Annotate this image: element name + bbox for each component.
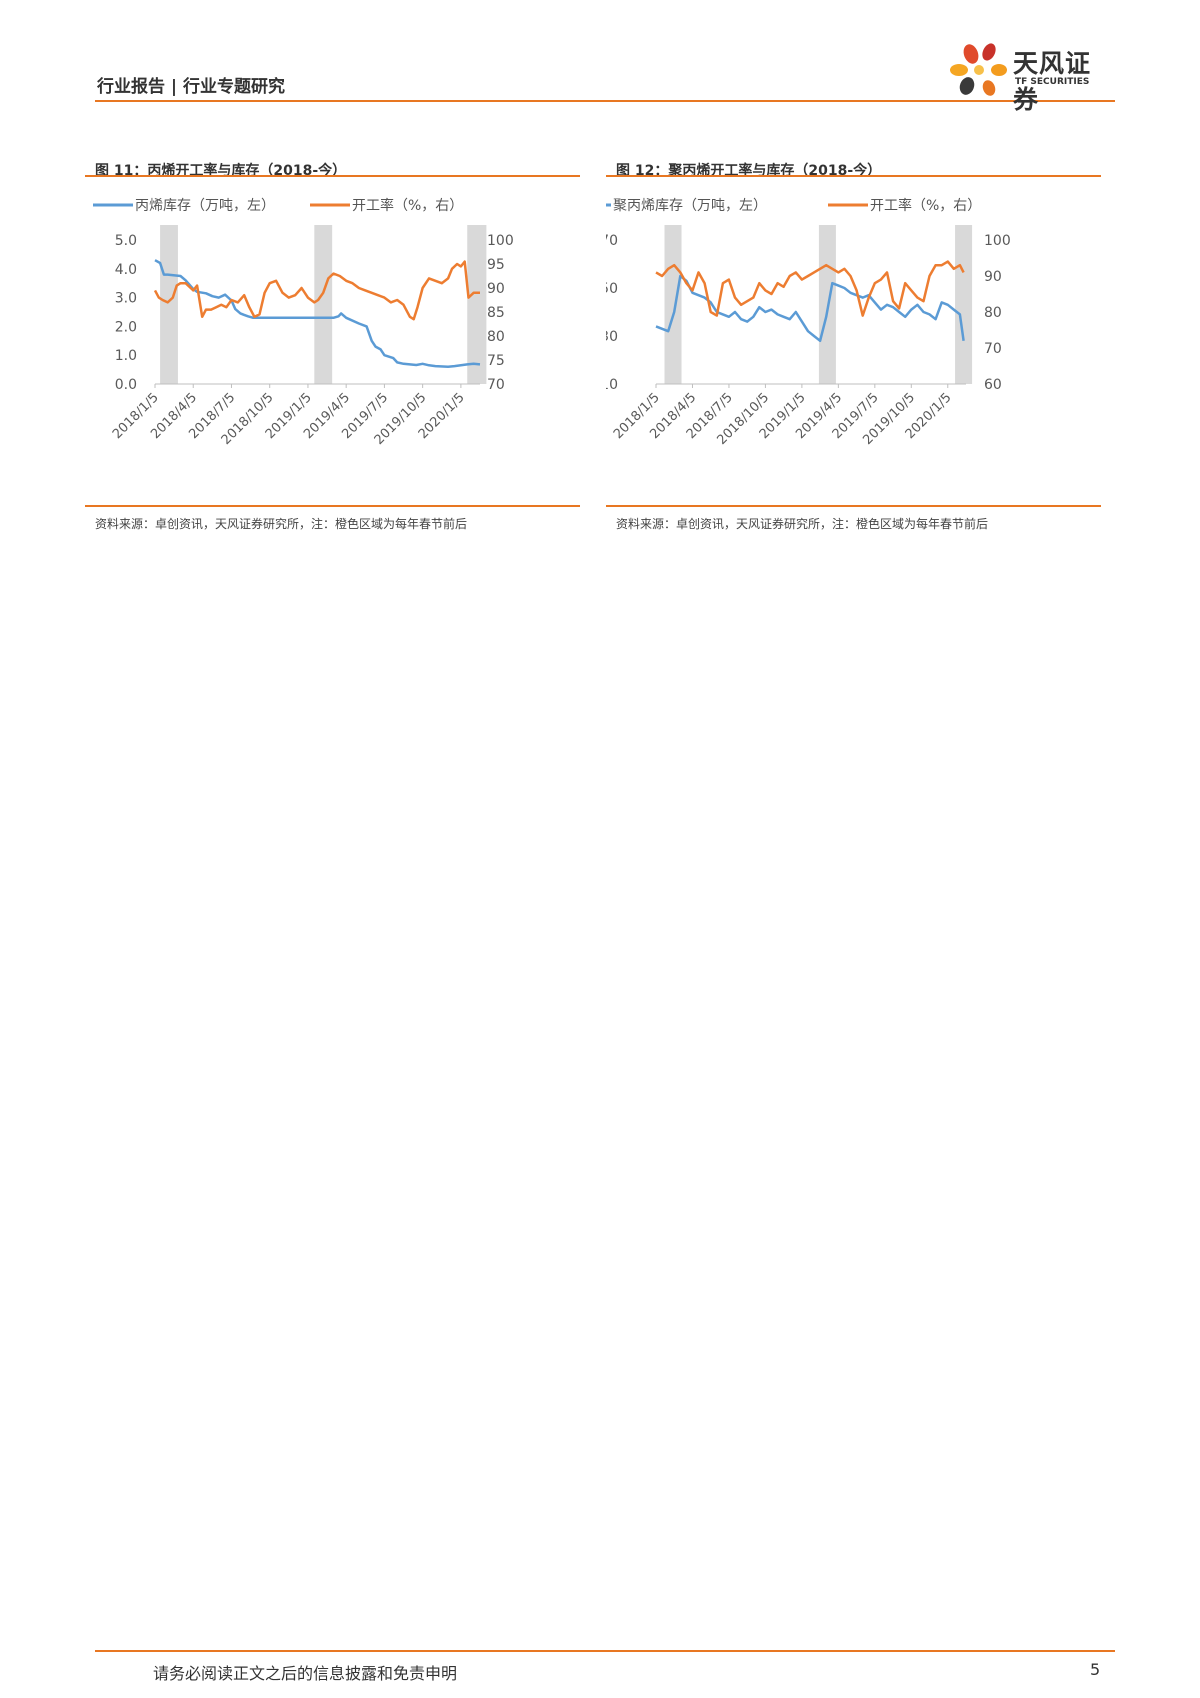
footer-disclaimer: 请务必阅读正文之后的信息披露和免责申明 <box>153 1664 458 1683</box>
flower-logo-icon <box>950 43 1007 96</box>
figure-top-rule <box>85 175 580 177</box>
y-left-tick-label: 2.0 <box>115 319 137 335</box>
inventory-series-line <box>154 259 481 368</box>
y-left-tick-label: 0.0 <box>115 377 137 393</box>
y-right-tick-label: 90 <box>984 269 1002 285</box>
figure-bottom-rule <box>606 505 1101 507</box>
y-right-tick-label: 80 <box>487 329 505 345</box>
y-right-tick-label: 85 <box>487 305 505 321</box>
y-right-tick-label: 95 <box>487 257 505 273</box>
figure-source: 资料来源：卓创资讯，天风证券研究所，注：橙色区域为每年春节前后 <box>95 517 468 531</box>
legend-label: 聚丙烯库存（万吨，左） <box>613 198 767 214</box>
page-header: 行业报告 | 行业专题研究 天风证券 TF SECURITIES <box>95 43 1115 114</box>
figure-top-rule <box>606 175 1101 177</box>
company-name-cn: 天风证券 <box>1013 49 1092 114</box>
y-left-tick-label: 4.0 <box>115 262 137 278</box>
y-left-tick-label: 10 <box>606 377 618 393</box>
figure-bottom-rule <box>85 505 580 507</box>
page-number: 5 <box>1090 1660 1101 1679</box>
y-right-tick-label: 60 <box>984 377 1002 393</box>
y-right-tick-label: 70 <box>487 377 505 393</box>
y-right-tick-label: 100 <box>984 233 1011 249</box>
y-right-tick-label: 70 <box>984 341 1002 357</box>
company-name-en: TF SECURITIES <box>1015 77 1090 87</box>
legend-label: 开工率（%，右） <box>352 197 463 214</box>
spring-festival-band <box>664 225 682 384</box>
y-right-tick-label: 90 <box>487 281 505 297</box>
figure-source: 资料来源：卓创资讯，天风证券研究所，注：橙色区域为每年春节前后 <box>616 517 989 531</box>
operating-rate-series-line <box>655 260 965 317</box>
legend-label: 开工率（%，右） <box>870 197 981 214</box>
y-left-tick-label: 50 <box>606 281 618 297</box>
y-left-tick-label: 3.0 <box>115 291 137 307</box>
y-left-tick-label: 5.0 <box>115 233 137 249</box>
spring-festival-band <box>467 225 487 384</box>
company-logo: 天风证券 TF SECURITIES <box>945 40 1115 114</box>
y-right-tick-label: 100 <box>487 233 514 249</box>
spring-festival-band <box>314 225 333 384</box>
header-divider <box>95 100 1115 102</box>
inventory-series-line <box>655 274 965 343</box>
report-type-label: 行业报告 | 行业专题研究 <box>97 77 286 97</box>
y-left-tick-label: 70 <box>606 233 618 249</box>
legend-label: 丙烯库存（万吨，左） <box>135 198 275 214</box>
y-left-tick-label: 30 <box>606 329 618 345</box>
figure-title: 图 12：聚丙烯开工率与库存（2018-今） <box>616 163 882 179</box>
operating-rate-series-line <box>153 260 480 321</box>
spring-festival-band <box>955 225 973 384</box>
propylene-chart: 丙烯库存（万吨，左） 开工率（%，右） 0.0 1.0 2.0 3.0 4.0 5.0 70 75… <box>93 197 514 448</box>
footer-divider <box>95 1650 1115 1652</box>
spring-festival-band <box>160 225 178 384</box>
y-right-tick-label: 80 <box>984 305 1002 321</box>
y-left-tick-label: 1.0 <box>115 348 137 364</box>
y-right-tick-label: 75 <box>487 353 505 369</box>
figure-title: 图 11：丙烯开工率与库存（2018-今） <box>95 163 347 179</box>
polypropylene-chart: 聚丙烯库存（万吨，左）开工率（%，右）103050706070809010020… <box>606 197 1011 448</box>
